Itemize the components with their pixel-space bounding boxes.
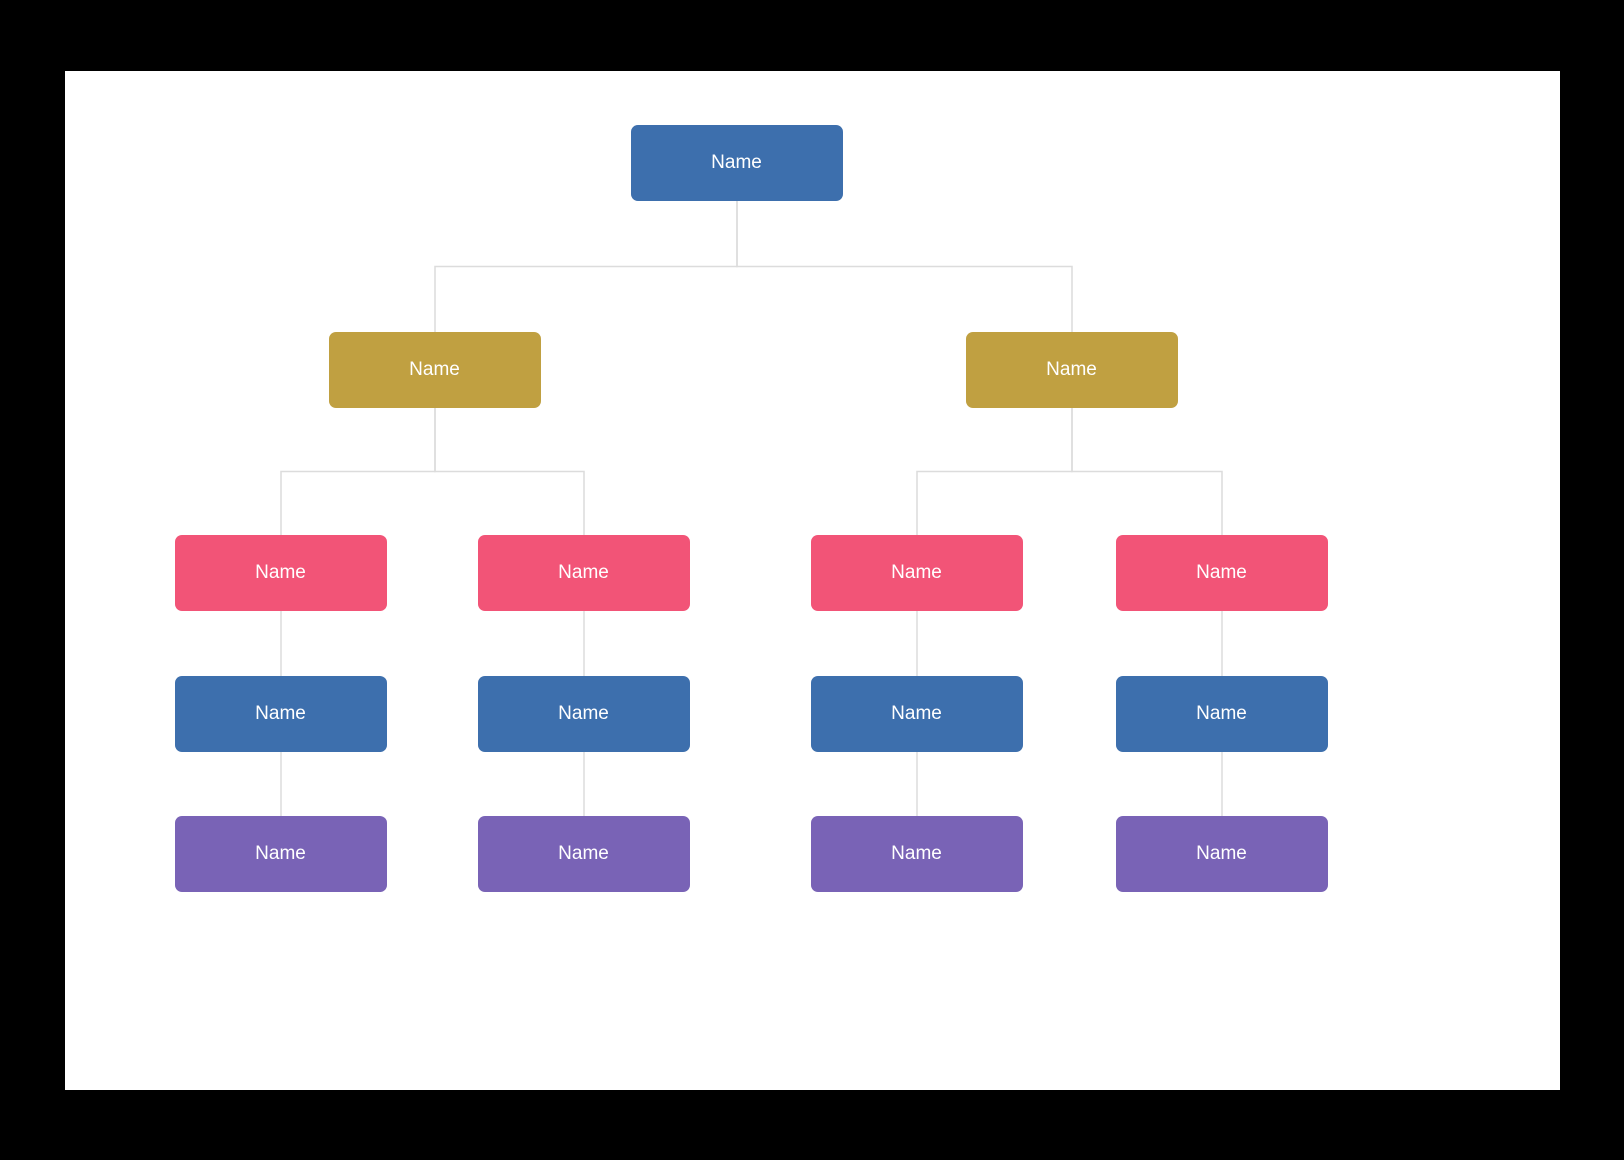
org-node-label: Name — [558, 843, 609, 865]
org-node-label: Name — [891, 843, 942, 865]
org-chart-edge — [917, 408, 1072, 535]
org-node-l1b: Name — [966, 332, 1178, 408]
org-node-label: Name — [558, 703, 609, 725]
org-chart-edge — [1072, 408, 1222, 535]
org-node-label: Name — [1196, 562, 1247, 584]
org-node-label: Name — [255, 562, 306, 584]
org-chart-edge — [281, 408, 435, 535]
org-node-root: Name — [631, 125, 843, 201]
org-node-l2b2: Name — [1116, 535, 1328, 611]
org-node-l1a: Name — [329, 332, 541, 408]
org-node-l4b2: Name — [1116, 816, 1328, 892]
org-node-l2a1: Name — [175, 535, 387, 611]
org-node-label: Name — [891, 562, 942, 584]
org-node-label: Name — [891, 703, 942, 725]
org-node-l3a2: Name — [478, 676, 690, 752]
org-node-label: Name — [558, 562, 609, 584]
org-node-l3b1: Name — [811, 676, 1023, 752]
org-chart-edge — [737, 201, 1072, 332]
org-node-label: Name — [1196, 843, 1247, 865]
org-node-label: Name — [1196, 703, 1247, 725]
org-node-label: Name — [255, 703, 306, 725]
org-chart-edge — [435, 408, 584, 535]
org-node-label: Name — [711, 152, 762, 174]
org-node-l4b1: Name — [811, 816, 1023, 892]
org-node-l3a1: Name — [175, 676, 387, 752]
org-node-label: Name — [255, 843, 306, 865]
org-node-label: Name — [409, 359, 460, 381]
org-node-l2b1: Name — [811, 535, 1023, 611]
diagram-canvas: Name Name Name Name Name Name Name Name Name Name… — [65, 71, 1560, 1090]
org-node-l4a1: Name — [175, 816, 387, 892]
org-node-l3b2: Name — [1116, 676, 1328, 752]
org-node-label: Name — [1046, 359, 1097, 381]
org-node-l4a2: Name — [478, 816, 690, 892]
org-chart-edge — [435, 201, 737, 332]
org-node-l2a2: Name — [478, 535, 690, 611]
